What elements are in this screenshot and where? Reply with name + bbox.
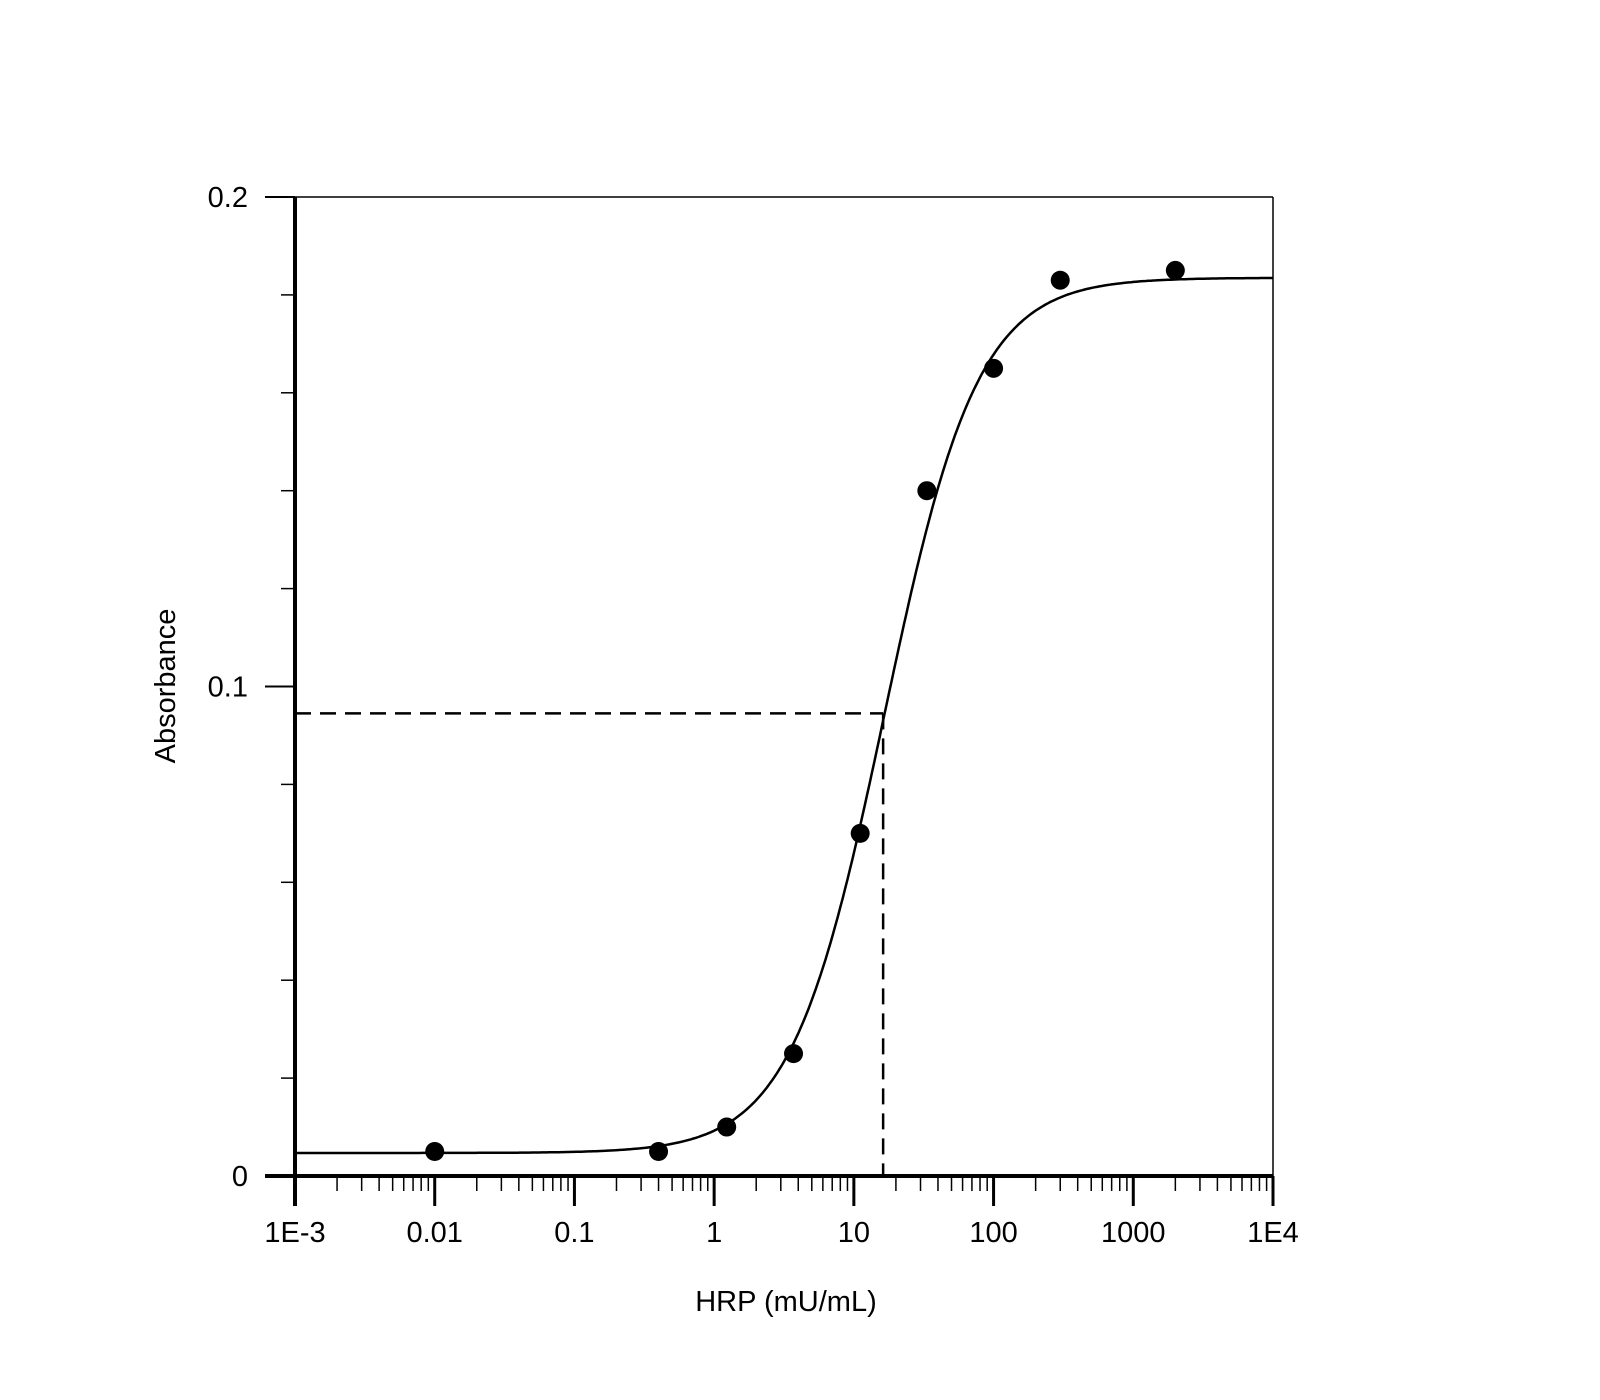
x-tick-label: 100	[969, 1217, 1017, 1249]
x-tick-label: 1	[706, 1217, 722, 1249]
data-point	[984, 358, 1004, 378]
data-point	[717, 1117, 737, 1137]
x-axis-title: HRP (mU/mL)	[695, 1286, 877, 1318]
y-axis: 0 0.1 0.2	[208, 182, 297, 1206]
x-tick-label: 10	[838, 1217, 870, 1249]
y-tick-label: 0	[232, 1161, 248, 1193]
data-point	[850, 823, 870, 843]
x-tick-label: 1E-3	[264, 1217, 325, 1249]
x-tick-label: 0.1	[554, 1217, 594, 1249]
x-axis: 1E-3 0.01 0.1 1 10 100 1000 1E4	[264, 1174, 1299, 1249]
x-tick-label: 1E4	[1247, 1217, 1299, 1249]
x-tick-label: 1000	[1101, 1217, 1166, 1249]
data-point	[784, 1044, 804, 1064]
data-point	[425, 1142, 445, 1162]
plot-area	[295, 196, 1274, 1176]
data-point	[649, 1142, 669, 1162]
fit-curve	[295, 276, 1273, 1155]
data-point	[1050, 270, 1070, 290]
y-axis-title: Absorbance	[150, 609, 182, 764]
guide-lines	[295, 712, 885, 1176]
y-tick-label: 0.2	[208, 182, 248, 214]
data-point	[1165, 260, 1185, 280]
y-tick-label: 0.1	[208, 672, 248, 704]
x-tick-label: 0.01	[406, 1217, 462, 1249]
data-point	[917, 481, 937, 501]
data-points	[425, 260, 1185, 1162]
